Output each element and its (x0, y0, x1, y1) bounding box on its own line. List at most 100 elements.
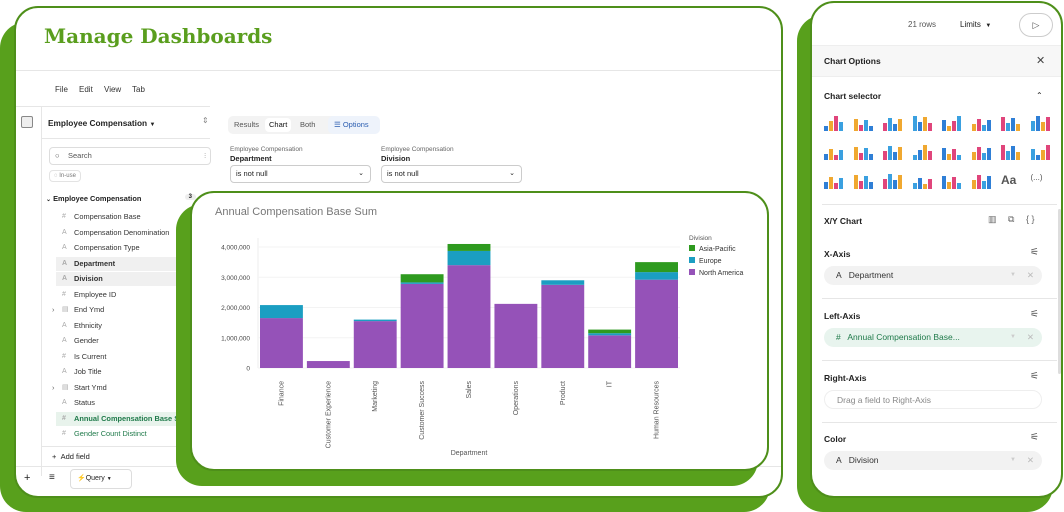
field-item[interactable]: A Job Title (56, 365, 196, 379)
funnel-chart-icon[interactable] (912, 173, 935, 191)
string-type-icon: A (62, 259, 68, 267)
globe-chart-icon[interactable] (1030, 144, 1053, 162)
query-tab[interactable]: ⚡Query ▼ (70, 469, 132, 489)
bar-segment (447, 250, 491, 266)
more-chart-icon[interactable]: (...) (1030, 173, 1043, 182)
field-label: Division (74, 274, 103, 283)
field-label: Annual Compensation Base Sum (74, 413, 191, 423)
text-chart-icon[interactable]: Aa (1001, 173, 1017, 187)
bar-segment (635, 262, 678, 273)
field-item[interactable]: A Department (56, 256, 196, 271)
date-type-icon: ▤ (62, 306, 69, 313)
color-field[interactable]: A Division ▼ ✕ (824, 451, 1042, 470)
tab-chart[interactable]: Chart (265, 118, 292, 132)
sidebar-toggle-icon[interactable] (21, 116, 33, 128)
field-item[interactable]: A Compensation Denomination (56, 226, 196, 240)
bar-chart-icon[interactable] (824, 115, 846, 133)
run-button[interactable]: ▷ (1019, 13, 1053, 37)
field-item[interactable]: # Annual Compensation Base Sum (56, 411, 196, 426)
string-type-icon: A (836, 455, 842, 465)
menu-edit[interactable]: Edit (79, 85, 93, 94)
settings-sliders-icon[interactable]: ⚟ (1030, 309, 1039, 320)
tab-both[interactable]: Both (300, 120, 316, 129)
field-item[interactable]: A Status (56, 396, 196, 410)
field-item[interactable]: # Gender Count Distinct (56, 427, 196, 441)
right-axis-dropzone[interactable]: Drag a field to Right-Axis (824, 390, 1042, 409)
table-chart-icon[interactable] (1001, 115, 1023, 133)
legend-item: Europe (699, 258, 722, 265)
field-item[interactable]: › ▤ Start Ymd (52, 381, 196, 395)
department-filter-select[interactable]: is not null ⌄ (230, 165, 371, 183)
close-icon[interactable]: ✕ (1036, 55, 1046, 67)
field-item[interactable]: # Is Current (56, 350, 196, 364)
menu-icon[interactable]: ≡ (49, 472, 55, 483)
color-label: Color (824, 434, 847, 444)
x-axis-field[interactable]: A Department ▼ ✕ (824, 266, 1042, 285)
stacked-horizontal-bar-chart-icon[interactable] (853, 144, 876, 162)
settings-sliders-icon[interactable]: ⚟ (1030, 432, 1039, 443)
group-header[interactable]: ⌄ Employee Compensation 3 (46, 194, 196, 203)
field-item[interactable]: # Compensation Base (56, 210, 196, 224)
add-field-button[interactable]: + Add field (52, 452, 90, 461)
settings-sliders-icon[interactable]: ⚟ (1030, 371, 1039, 382)
caret-down-icon[interactable]: ▼ (1010, 334, 1016, 340)
remove-icon[interactable]: ✕ (1026, 455, 1034, 465)
chevron-right-icon[interactable]: › (52, 305, 55, 314)
list-chart-icon[interactable] (971, 173, 994, 191)
menu-view[interactable]: View (104, 85, 122, 94)
caret-down-icon[interactable]: ▼ (1010, 272, 1016, 278)
menu-file[interactable]: File (55, 85, 68, 94)
bar-chart-icon[interactable]: ▥ (988, 214, 997, 224)
add-tab-icon[interactable]: + (24, 472, 31, 484)
chevron-up-icon[interactable]: ⌃ (1036, 91, 1043, 100)
field-item[interactable]: A Ethnicity (56, 319, 196, 333)
tab-results[interactable]: Results (234, 120, 260, 129)
pie-chart-icon[interactable] (824, 173, 846, 191)
remove-icon[interactable]: ✕ (1026, 270, 1034, 280)
x-tick-label: Finance (278, 381, 285, 406)
copy-icon[interactable]: ⧉ (1008, 214, 1015, 224)
x-tick-label: Human Resources (654, 381, 661, 439)
field-item[interactable]: A Gender (56, 334, 196, 348)
boxplot-chart-icon[interactable] (942, 173, 964, 191)
menu-tab[interactable]: Tab (132, 85, 145, 94)
caret-down-icon[interactable]: ▼ (1010, 457, 1016, 463)
single-value-chart-icon[interactable] (971, 115, 994, 133)
bar-segment (400, 282, 444, 284)
combo-chart-icon[interactable] (942, 115, 964, 133)
division-filter-select[interactable]: is not null ⌄ (381, 165, 522, 183)
field-item[interactable]: # Employee ID (56, 288, 196, 302)
heatmap-chart-icon[interactable] (1001, 144, 1023, 162)
explore-selector[interactable]: Employee Compensation ▼ (48, 118, 155, 128)
sort-icon[interactable]: ⇕ (202, 116, 209, 125)
field-item[interactable]: A Division (56, 272, 196, 286)
string-type-icon: A (62, 399, 67, 406)
heatmap-bar-chart-icon[interactable] (883, 115, 905, 133)
code-icon[interactable]: { } (1026, 214, 1035, 224)
chevron-right-icon[interactable]: › (52, 382, 55, 392)
grid-bar-chart-icon[interactable] (883, 144, 905, 162)
left-axis-field[interactable]: # Annual Compensation Base... ▼ ✕ (824, 328, 1042, 347)
field-label: Compensation Denomination (74, 227, 170, 237)
scrollbar[interactable] (1058, 209, 1061, 374)
field-item[interactable]: A Compensation Type (56, 241, 196, 255)
number-type-icon: # (62, 213, 66, 220)
map-chart-icon[interactable] (1030, 115, 1053, 133)
search-input[interactable]: ○ Search ⫶ (49, 147, 211, 165)
scatter-chart-icon[interactable] (912, 144, 935, 162)
line-chart-icon[interactable] (912, 115, 935, 133)
stacked-bar-chart-icon[interactable] (853, 115, 876, 133)
in-use-toggle[interactable]: ◌ In-use (49, 170, 81, 182)
options-button[interactable]: ☰ Options (328, 116, 380, 134)
stacked-area-chart-icon[interactable] (883, 173, 905, 191)
area-chart-icon[interactable] (853, 173, 876, 191)
horizontal-bar-chart-icon[interactable] (824, 144, 846, 162)
string-type-icon: A (62, 337, 67, 344)
limits-dropdown[interactable]: Limits ▼ (960, 20, 991, 29)
field-item[interactable]: › ▤ End Ymd (52, 303, 196, 317)
remove-icon[interactable]: ✕ (1026, 332, 1034, 342)
settings-sliders-icon[interactable]: ⚟ (1030, 247, 1039, 258)
filter-sliders-icon[interactable]: ⫶ (204, 151, 206, 160)
bubble-chart-icon[interactable] (942, 144, 964, 162)
bubble-orange-chart-icon[interactable] (971, 144, 994, 162)
